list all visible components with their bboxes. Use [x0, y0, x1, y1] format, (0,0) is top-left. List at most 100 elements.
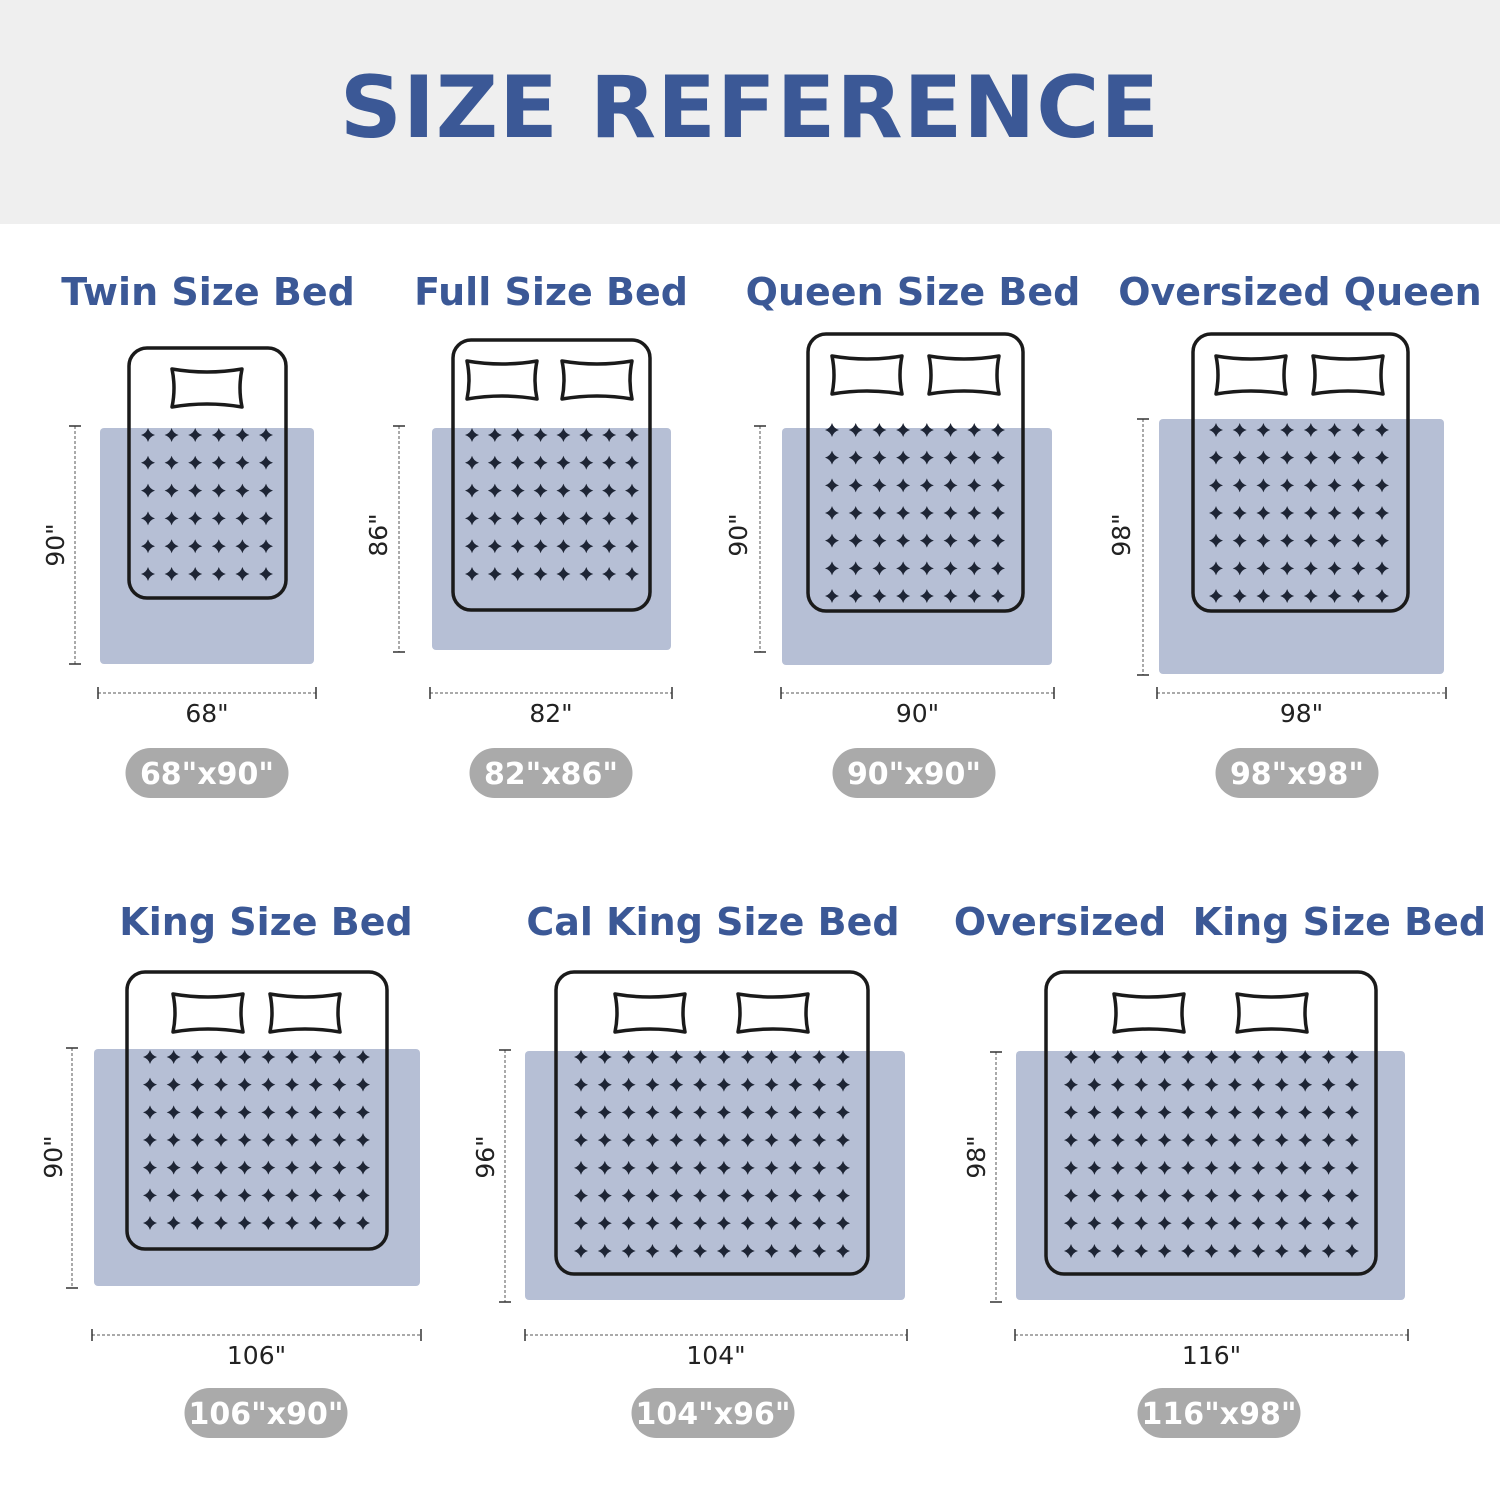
star-icon	[1280, 589, 1295, 603]
star-icon	[919, 478, 934, 493]
star-icon	[1209, 423, 1223, 437]
star-icon	[693, 1244, 708, 1258]
star-icon	[356, 1216, 370, 1230]
star-icon	[1298, 1216, 1313, 1231]
star-icon	[602, 455, 617, 470]
star-icon	[1064, 1216, 1078, 1231]
star-icon	[602, 511, 617, 526]
star-icon	[1227, 1160, 1242, 1175]
star-icon	[1321, 1216, 1336, 1231]
star-icon	[261, 1216, 276, 1230]
star-icon	[356, 1050, 370, 1064]
size-badge-label: 68"x90"	[140, 757, 274, 792]
star-icon	[645, 1133, 660, 1148]
star-icon	[943, 561, 958, 576]
pillow-icon	[1235, 992, 1309, 1034]
star-icon	[166, 1133, 181, 1147]
star-icon	[919, 506, 934, 520]
star-icon	[669, 1105, 684, 1120]
star-icon	[693, 1133, 708, 1148]
star-icon	[788, 1050, 803, 1064]
bed-panel: Queen Size Bed 90" 90" 90"x90"	[724, 270, 1080, 798]
star-icon	[166, 1105, 181, 1120]
star-icon	[1298, 1050, 1313, 1064]
star-icon	[1110, 1105, 1125, 1120]
star-icon	[991, 561, 1005, 576]
star-icon	[465, 455, 479, 470]
star-icon	[740, 1160, 755, 1175]
star-icon	[533, 511, 548, 526]
star-icon	[235, 455, 250, 470]
length-label: 96"	[471, 1135, 500, 1178]
star-icon	[812, 1105, 827, 1120]
star-icon	[1251, 1244, 1266, 1258]
star-icon	[356, 1133, 370, 1147]
star-icon	[1256, 478, 1271, 493]
star-icon	[716, 1133, 731, 1148]
blanket-area	[525, 1051, 905, 1300]
width-label: 116"	[1182, 1341, 1241, 1370]
star-icon	[1232, 506, 1247, 520]
star-icon	[1327, 450, 1342, 465]
star-icon	[919, 533, 934, 548]
star-icon	[1134, 1216, 1149, 1231]
star-icon	[574, 1188, 588, 1203]
star-icon	[740, 1105, 755, 1120]
star-icon	[166, 1188, 181, 1203]
star-icon	[602, 539, 617, 554]
star-icon	[825, 589, 839, 603]
star-icon	[1064, 1050, 1078, 1064]
star-icon	[190, 1050, 205, 1064]
star-icon	[1087, 1133, 1102, 1148]
star-icon	[1181, 1160, 1196, 1175]
pillow-icon	[736, 992, 810, 1034]
star-icon	[812, 1160, 827, 1175]
star-icon	[1204, 1077, 1219, 1092]
star-icon	[487, 483, 502, 498]
star-icon	[1209, 561, 1223, 576]
blanket-area	[100, 428, 314, 664]
star-icon	[788, 1133, 803, 1148]
star-icon	[1157, 1133, 1172, 1148]
star-icon	[943, 589, 958, 603]
star-icon	[1351, 506, 1366, 520]
star-icon	[1375, 450, 1389, 465]
star-icon	[621, 1133, 636, 1148]
star-icon	[356, 1077, 370, 1092]
star-icon	[533, 428, 548, 442]
star-icon	[669, 1160, 684, 1175]
star-icon	[1303, 561, 1318, 576]
star-icon	[188, 455, 203, 470]
star-icon	[788, 1216, 803, 1231]
star-icon	[1298, 1244, 1313, 1258]
star-icon	[919, 423, 934, 437]
star-icon	[1209, 478, 1223, 493]
star-icon	[693, 1216, 708, 1231]
star-icon	[143, 1188, 157, 1203]
star-icon	[237, 1105, 252, 1120]
star-icon	[602, 567, 617, 581]
star-icon	[625, 511, 639, 526]
star-icon	[235, 539, 250, 554]
star-icon	[261, 1188, 276, 1203]
star-icon	[356, 1188, 370, 1203]
star-icon	[669, 1050, 684, 1064]
star-icon	[1232, 478, 1247, 493]
star-icon	[788, 1160, 803, 1175]
star-icon	[1298, 1160, 1313, 1175]
star-icon	[991, 423, 1005, 437]
star-icon	[693, 1050, 708, 1064]
star-icon	[164, 511, 179, 526]
star-icon	[812, 1216, 827, 1231]
star-icon	[825, 561, 839, 576]
star-icon	[510, 567, 525, 581]
star-icon	[1227, 1244, 1242, 1258]
star-icon	[214, 1160, 228, 1175]
star-icon	[1321, 1160, 1336, 1175]
star-icon	[465, 539, 479, 554]
star-icon	[1251, 1050, 1266, 1064]
star-icon	[1351, 561, 1366, 576]
size-badge	[1215, 748, 1379, 798]
star-icon	[579, 539, 594, 554]
star-icon	[1134, 1188, 1149, 1203]
